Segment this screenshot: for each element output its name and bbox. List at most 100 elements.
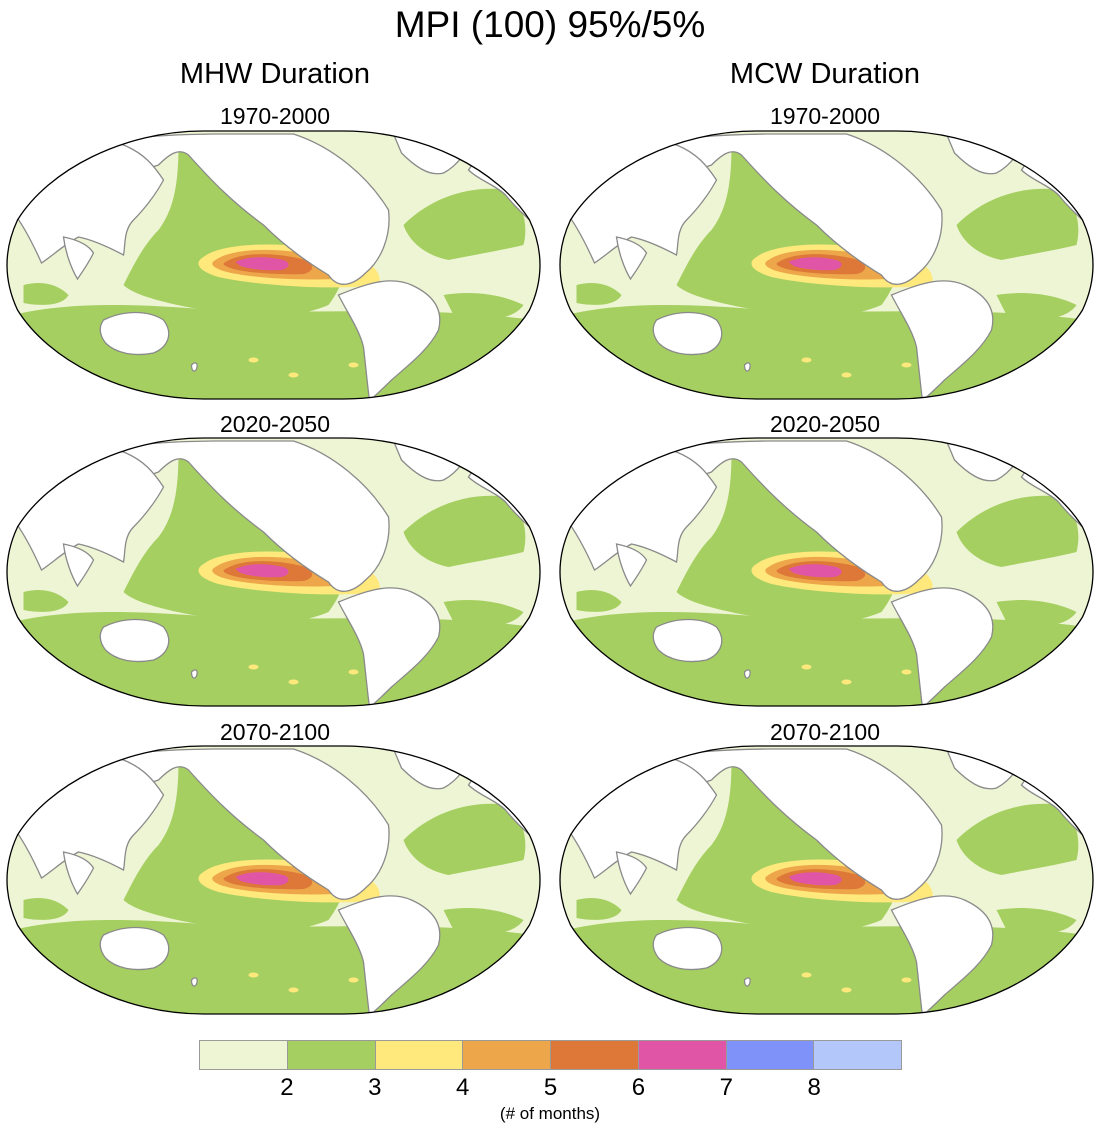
map-panel <box>6 745 541 1015</box>
colorbar-units-label: (# of months) <box>499 1104 601 1123</box>
landmass-australia <box>652 926 723 971</box>
colorbar-tick-label: 8 <box>807 1074 821 1101</box>
ocean-level-2 <box>956 188 1079 260</box>
ocean-patch <box>348 669 359 675</box>
ocean-level-2 <box>956 803 1079 875</box>
map-border <box>559 437 1094 707</box>
landmass-samerica <box>890 280 994 399</box>
landmass-india <box>62 851 95 896</box>
ocean-patch <box>841 987 852 993</box>
ocean-patch <box>901 362 912 368</box>
column-title-mhw: MHW Duration <box>179 58 371 90</box>
landmass-australia <box>652 618 723 663</box>
colorbar-swatch <box>725 1040 815 1070</box>
panel-title: 2070-2100 <box>220 719 330 745</box>
landmass-india <box>62 236 95 281</box>
ocean-patch <box>248 664 259 670</box>
map-panel <box>6 437 541 707</box>
ocean-patch <box>288 372 299 378</box>
figure-title: MPI (100) 95%/5% <box>394 4 706 45</box>
colorbar-swatch <box>462 1040 551 1070</box>
map-content <box>560 131 1093 399</box>
ocean-level-2 <box>996 293 1077 320</box>
colorbar-tick-label: 2 <box>280 1074 294 1101</box>
colorbar-swatch <box>813 1040 902 1070</box>
ocean-patch <box>801 357 812 363</box>
pacific-tongue-level-6 <box>788 564 842 578</box>
ocean-level-2 <box>443 600 524 627</box>
ocean-patch <box>901 669 912 675</box>
landmass-australia <box>99 311 170 356</box>
map-panel <box>559 745 1094 1015</box>
ocean-level-2 <box>23 590 69 612</box>
map-content <box>560 438 1093 706</box>
landmass-nz <box>190 669 198 679</box>
ocean-level-2 <box>403 188 526 260</box>
ocean-level-2 <box>566 305 1087 399</box>
pacific-tongue-level-6 <box>235 257 289 271</box>
ocean-level-2 <box>566 612 1087 706</box>
colorbar-tick-label: 5 <box>543 1074 558 1101</box>
landmass-nz <box>743 362 751 372</box>
map-border <box>6 130 541 400</box>
panel-title: 2020-2050 <box>770 411 880 437</box>
ocean-level-2 <box>576 283 622 305</box>
ocean-patch <box>901 977 912 983</box>
colorbar-tick-label: 6 <box>631 1074 646 1101</box>
map-panel <box>559 130 1094 400</box>
ocean-patch <box>841 679 852 685</box>
ocean-level-2 <box>576 590 622 612</box>
column-title-mcw: MCW Duration <box>729 58 921 90</box>
colorbar <box>199 1040 902 1070</box>
landmass-samerica <box>890 587 994 706</box>
pacific-tongue-level-6 <box>235 564 289 578</box>
map-border <box>559 745 1094 1015</box>
map-border <box>6 437 541 707</box>
colorbar-swatch <box>286 1040 376 1070</box>
landmass-india <box>615 236 648 281</box>
ocean-level-2 <box>13 305 534 399</box>
landmass-australia <box>99 618 170 663</box>
landmass-samerica <box>337 587 441 706</box>
ocean-patch <box>248 972 259 978</box>
map-content <box>560 746 1093 1014</box>
landmass-india <box>62 543 95 588</box>
pacific-tongue-level-6 <box>788 872 842 886</box>
landmass-australia <box>99 926 170 971</box>
ocean-level-2 <box>403 803 526 875</box>
panel-title: 2070-2100 <box>770 719 880 745</box>
colorbar-swatch <box>637 1040 727 1070</box>
ocean-level-2 <box>996 908 1077 935</box>
ocean-level-2 <box>996 600 1077 627</box>
ocean-patch <box>801 972 812 978</box>
map-content <box>7 438 540 706</box>
ocean-level-2 <box>13 920 534 1014</box>
ocean-level-2 <box>956 495 1079 567</box>
ocean-patch <box>348 977 359 983</box>
map-border <box>6 745 541 1015</box>
landmass-nz <box>190 362 198 372</box>
ocean-level-2 <box>566 920 1087 1014</box>
colorbar-tick-label: 4 <box>455 1074 470 1101</box>
landmass-samerica <box>337 895 441 1014</box>
landmass-australia <box>652 311 723 356</box>
map-content <box>7 746 540 1014</box>
colorbar-tick-label: 3 <box>368 1074 382 1101</box>
pacific-tongue-level-6 <box>235 872 289 886</box>
ocean-level-2 <box>13 612 534 706</box>
ocean-level-2 <box>403 495 526 567</box>
landmass-nz <box>743 669 751 679</box>
landmass-samerica <box>337 280 441 399</box>
landmass-nz <box>743 977 751 987</box>
ocean-level-2 <box>23 283 69 305</box>
ocean-patch <box>288 987 299 993</box>
panel-title: 1970-2000 <box>220 103 330 129</box>
ocean-level-2 <box>576 898 622 920</box>
panel-title: 1970-2000 <box>770 103 880 129</box>
landmass-samerica <box>890 895 994 1014</box>
landmass-india <box>615 851 648 896</box>
landmass-india <box>615 543 648 588</box>
colorbar-swatch <box>199 1040 288 1070</box>
ocean-level-2 <box>23 898 69 920</box>
map-content <box>7 131 540 399</box>
